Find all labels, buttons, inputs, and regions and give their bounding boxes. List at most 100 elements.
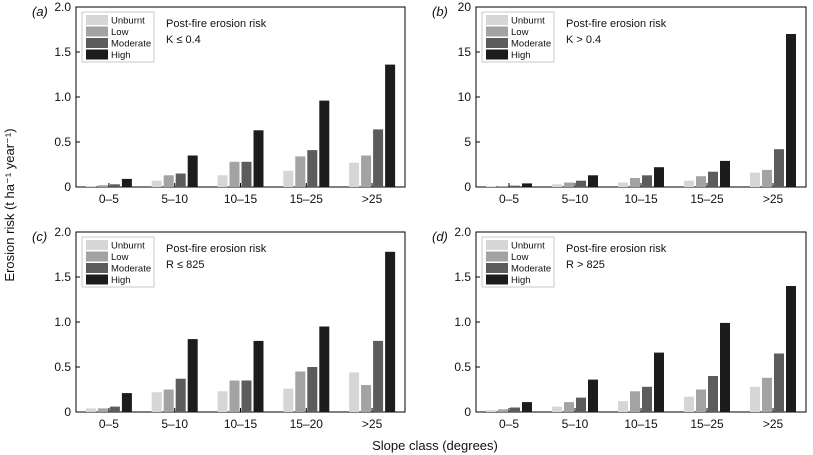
chart-subtitle: R ≤ 825: [166, 259, 204, 271]
x-tick-label: 15–20: [290, 417, 324, 431]
bar-unburnt-5: [349, 372, 360, 412]
panel-label: (c): [32, 229, 47, 244]
bar-low-5: [361, 155, 372, 187]
panel-label: (b): [432, 4, 448, 19]
legend-label: High: [511, 275, 531, 286]
y-tick-label: 0: [464, 180, 471, 194]
legend-swatch-unburnt: [86, 15, 108, 25]
y-tick-label: 0: [464, 405, 471, 419]
bar-unburnt-1: [85, 408, 96, 412]
bar-unburnt-2: [151, 392, 162, 412]
bar-unburnt-1: [85, 186, 96, 187]
legend-swatch-high: [86, 49, 108, 60]
y-tick-label: 1.0: [54, 90, 71, 104]
legend-label: Unburnt: [111, 241, 145, 252]
x-tick-label: 5–10: [161, 417, 188, 431]
bar-moderate-1: [510, 407, 520, 412]
bar-high-2: [588, 379, 598, 412]
y-tick-label: 5: [464, 135, 471, 149]
x-tick-label: 15–25: [690, 417, 724, 431]
chart-subtitle: K ≤ 0.4: [166, 34, 201, 46]
x-tick-label: 0–5: [499, 192, 519, 206]
x-tick-label: 0–5: [99, 417, 119, 431]
bar-unburnt-3: [618, 182, 628, 187]
bar-low-3: [229, 161, 240, 187]
y-tick-label: 1.5: [54, 45, 71, 59]
bar-moderate-5: [373, 340, 384, 412]
y-tick-label: 1.0: [454, 315, 471, 329]
legend-label: Moderate: [111, 264, 151, 275]
bar-low-4: [696, 389, 706, 412]
bar-low-5: [762, 169, 772, 187]
y-tick-label: 0: [64, 405, 71, 419]
bar-moderate-2: [576, 397, 586, 412]
legend-label: Unburnt: [511, 241, 545, 252]
bar-high-4: [720, 160, 730, 187]
bar-unburnt-5: [349, 162, 360, 187]
y-tick-label: 1.5: [54, 270, 71, 284]
bar-moderate-3: [642, 386, 652, 412]
chart-panel-1: (a) 0 0.5 1.0 1.5 2.0 0–5 5–10 10–15 15–25 >25 Unbu…: [32, 0, 406, 206]
bar-moderate-2: [175, 173, 186, 187]
legend-label: Moderate: [111, 39, 151, 50]
bar-moderate-4: [708, 376, 718, 412]
bar-unburnt-1: [486, 410, 496, 412]
legend-swatch-low: [486, 251, 508, 262]
legend-label: Low: [511, 27, 529, 38]
bar-low-1: [498, 186, 508, 187]
legend-label: Low: [111, 27, 129, 38]
bar-unburnt-2: [552, 406, 562, 412]
x-tick-label: 15–25: [690, 192, 724, 206]
chart-subtitle: R > 825: [566, 259, 605, 271]
bar-moderate-1: [109, 184, 120, 187]
bar-low-3: [229, 380, 240, 412]
x-tick-label: >25: [362, 417, 383, 431]
x-tick-label: 10–15: [624, 417, 658, 431]
chart-title: Post-fire erosion risk: [166, 18, 267, 30]
legend-swatch-unburnt: [486, 15, 508, 25]
x-tick-label: 5–10: [562, 417, 589, 431]
bar-moderate-2: [175, 378, 186, 412]
y-tick-label: 2.0: [54, 225, 71, 239]
x-tick-label: 10–15: [224, 192, 258, 206]
bar-low-5: [361, 385, 372, 412]
bar-high-4: [319, 326, 330, 412]
bar-moderate-3: [241, 380, 252, 412]
bar-moderate-3: [241, 161, 252, 187]
bar-moderate-2: [576, 180, 586, 187]
legend-label: Moderate: [511, 264, 551, 275]
x-tick-label: 15–25: [290, 192, 324, 206]
x-tick-label: >25: [362, 192, 383, 206]
bar-unburnt-3: [618, 401, 628, 412]
chart-title: Post-fire erosion risk: [566, 18, 667, 30]
bar-moderate-1: [510, 185, 520, 187]
legend-swatch-low: [86, 251, 108, 262]
bar-unburnt-4: [283, 388, 294, 412]
bar-unburnt-4: [283, 170, 294, 187]
bar-high-3: [654, 167, 664, 187]
chart-title: Post-fire erosion risk: [566, 243, 667, 255]
legend-swatch-low: [86, 26, 108, 37]
bar-unburnt-2: [151, 180, 162, 187]
bar-high-5: [385, 64, 396, 187]
y-tick-label: 1.5: [454, 270, 471, 284]
x-tick-label: 10–15: [624, 192, 658, 206]
y-tick-label: 20: [458, 0, 472, 14]
bar-moderate-5: [774, 353, 784, 412]
bar-low-4: [696, 176, 706, 187]
bar-unburnt-4: [684, 180, 694, 187]
legend-label: Low: [111, 252, 129, 263]
bar-high-2: [187, 155, 198, 187]
bar-unburnt-5: [750, 386, 760, 412]
bar-low-1: [97, 185, 108, 187]
chart-panel-3: (c) 0 0.5 1.0 1.5 2.0 0–5 5–10 10–15 15–20 >25 Unbu…: [32, 225, 406, 431]
y-tick-label: 0.5: [54, 360, 71, 374]
bar-high-4: [720, 322, 730, 412]
bar-moderate-4: [307, 150, 318, 187]
legend-swatch-moderate: [86, 263, 108, 273]
legend-label: Low: [511, 252, 529, 263]
y-tick-label: 0: [64, 180, 71, 194]
bar-high-1: [522, 183, 532, 187]
bar-high-3: [654, 352, 664, 412]
legend-label: Unburnt: [511, 16, 545, 27]
